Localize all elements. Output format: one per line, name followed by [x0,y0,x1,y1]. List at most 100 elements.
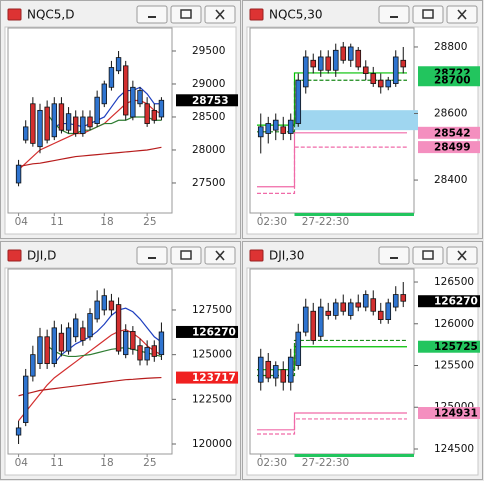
x-tick-label: 25 [143,216,156,228]
y-tick-label: 125000 [192,349,232,361]
candle-body [257,356,264,383]
indicator-line [53,307,162,364]
restore-button[interactable] [412,5,444,24]
candle-body [340,302,347,312]
button-glyph [390,16,398,18]
window-title: DJI,D [27,249,56,263]
candle-body [108,300,115,311]
candle-body [58,332,65,352]
candle-body [144,103,150,124]
indicator-line [18,328,162,422]
y-tick-label: 126000 [434,318,474,330]
candle-body [287,356,294,383]
price-label-box [176,371,238,384]
close-button[interactable] [446,5,478,24]
plot-area [249,268,415,455]
button-glyph [180,9,192,19]
y-tick-label: 124500 [434,443,474,455]
restore-button[interactable] [170,5,202,24]
candle-body [65,113,72,131]
candle-body [332,49,339,71]
close-button[interactable] [204,5,236,24]
candle-body [94,300,100,320]
price-label-box [418,295,480,308]
window-icon [249,8,264,21]
indicator-line [46,113,162,135]
button-glyph [422,9,434,19]
indicator-line [257,132,407,188]
candle-body [15,427,22,436]
candle-body [280,369,287,383]
candle-body [272,119,279,131]
candle-body [377,79,384,88]
button-face[interactable] [136,246,168,265]
close-button[interactable] [446,246,478,265]
close-button[interactable] [204,246,236,265]
button-face[interactable] [378,246,410,265]
candle-body [23,126,29,141]
y-tick-label: 28500 [192,111,225,123]
window-title: NQC5,D [27,8,75,22]
candle-body [340,46,347,61]
candle-body [30,103,36,144]
session-bar [294,454,414,457]
button-glyph [390,257,398,259]
button-face[interactable] [412,5,444,24]
candle-body [400,59,407,68]
y-tick-label: 127500 [192,304,232,316]
price-label-box [418,407,480,420]
price-label-box [418,74,480,87]
y-tick-label: 122500 [192,393,232,405]
candle-body [94,96,100,124]
candle-body [44,106,50,141]
button-face[interactable] [378,5,410,24]
minimize-button[interactable] [136,5,168,24]
x-tick-label: 25 [143,457,156,469]
candle-body [23,375,29,423]
indicator-line [54,86,162,128]
candle-body [30,354,36,377]
candle-body [123,65,129,116]
candle-body [347,302,354,316]
button-face[interactable] [170,246,202,265]
candle-body [295,79,302,124]
minimize-button[interactable] [378,5,410,24]
minimize-button[interactable] [136,246,168,265]
x-tick-label: 18 [100,216,113,228]
restore-button[interactable] [170,246,202,265]
candle-body [144,347,150,361]
candle-body [130,331,136,350]
candle-body [115,304,122,352]
x-tick-label: 27-22:30 [302,216,349,228]
x-tick-label: 04 [15,457,29,469]
button-face[interactable] [412,246,444,265]
chart-window: NQC5,3028400286002880002:3027-22:3028724… [242,0,483,239]
button-glyph [457,9,467,20]
candle-body [15,164,22,184]
price-label: 125725 [434,341,478,353]
y-tick-label: 28600 [434,108,467,120]
x-tick-label: 18 [100,457,113,469]
button-glyph [215,9,225,20]
price-label: 28700 [434,75,471,87]
chart-window: DJI,3012450012500012550012600012650002:3… [242,241,483,480]
button-face[interactable] [170,5,202,24]
candle-body [347,46,354,61]
button-face[interactable] [136,5,168,24]
x-tick-label: 11 [50,216,63,228]
price-label: 28542 [434,127,471,139]
candle-body [325,56,332,71]
price-label: 124931 [434,408,478,420]
price-label-box [176,94,238,107]
candle-body [51,103,57,138]
candle-body [385,302,392,320]
button-glyph [215,250,225,261]
candle-body [355,302,362,308]
candle-body [385,79,392,88]
restore-button[interactable] [412,246,444,265]
button-glyph [148,257,156,259]
price-zone [294,110,418,131]
minimize-button[interactable] [378,246,410,265]
candle-body [287,119,294,134]
